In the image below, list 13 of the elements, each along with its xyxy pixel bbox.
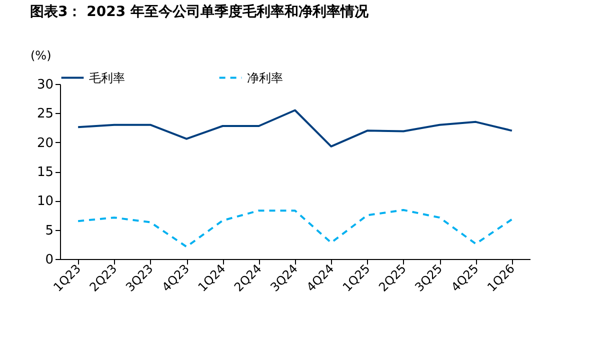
y-tick-label: 0 <box>45 252 54 268</box>
y-tick-label: 20 <box>36 136 54 151</box>
y-tick-label: 15 <box>36 165 54 180</box>
y-tick-label: 5 <box>45 223 54 238</box>
line-series <box>77 209 513 248</box>
legend-label: 毛利率 <box>89 70 125 85</box>
chart-title: 图表3： 2023 年至今公司单季度毛利率和净利率情况 <box>30 3 370 20</box>
y-axis-title: (%) <box>30 48 52 62</box>
y-tick-label: 25 <box>36 106 54 122</box>
y-tick-label: 30 <box>36 78 54 92</box>
legend-label: 净利率 <box>247 70 283 85</box>
line-series <box>77 109 513 148</box>
y-tick-label: 10 <box>36 194 54 210</box>
